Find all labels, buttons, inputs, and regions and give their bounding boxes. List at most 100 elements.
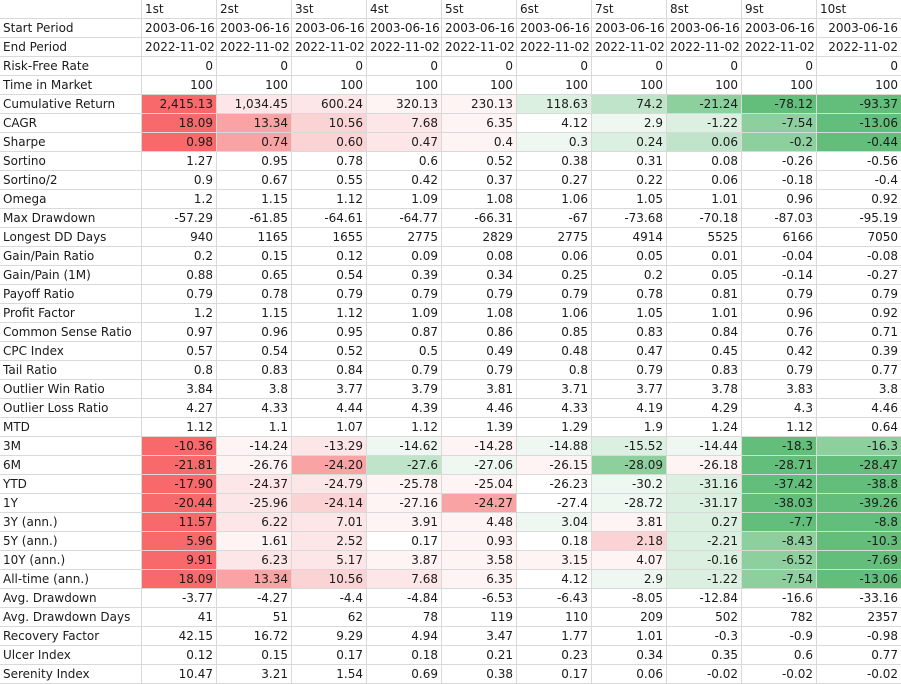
row-label-cell[interactable]: Start Period <box>0 19 142 38</box>
value-cell[interactable]: 0.79 <box>292 285 367 304</box>
value-cell[interactable]: 3.78 <box>667 380 742 399</box>
value-cell[interactable]: -0.02 <box>742 665 817 684</box>
value-cell[interactable]: 5.96 <box>142 532 217 551</box>
value-cell[interactable]: 1.12 <box>142 418 217 437</box>
value-cell[interactable]: 2003-06-16 <box>817 19 901 38</box>
value-cell[interactable]: 13.34 <box>217 570 292 589</box>
value-cell[interactable]: 3.81 <box>592 513 667 532</box>
value-cell[interactable]: -8.05 <box>592 589 667 608</box>
value-cell[interactable]: 4.12 <box>517 570 592 589</box>
value-cell[interactable]: 1.29 <box>517 418 592 437</box>
value-cell[interactable]: -28.47 <box>817 456 901 475</box>
value-cell[interactable]: 1.08 <box>442 304 517 323</box>
value-cell[interactable]: 0 <box>217 57 292 76</box>
value-cell[interactable]: 3.91 <box>367 513 442 532</box>
value-cell[interactable]: -25.04 <box>442 475 517 494</box>
value-cell[interactable]: -21.24 <box>667 95 742 114</box>
value-cell[interactable]: -95.19 <box>817 209 901 228</box>
value-cell[interactable]: 0.78 <box>217 285 292 304</box>
value-cell[interactable]: 4.12 <box>517 114 592 133</box>
value-cell[interactable]: 0.21 <box>442 646 517 665</box>
value-cell[interactable]: 0.08 <box>442 247 517 266</box>
value-cell[interactable]: 0.05 <box>667 266 742 285</box>
value-cell[interactable]: 0.12 <box>142 646 217 665</box>
value-cell[interactable]: 3.83 <box>742 380 817 399</box>
value-cell[interactable]: 0.97 <box>142 323 217 342</box>
row-label-cell[interactable]: End Period <box>0 38 142 57</box>
value-cell[interactable]: -12.84 <box>667 589 742 608</box>
value-cell[interactable]: 4.33 <box>217 399 292 418</box>
value-cell[interactable]: 0.86 <box>442 323 517 342</box>
value-cell[interactable]: 0.79 <box>517 285 592 304</box>
value-cell[interactable]: 1.39 <box>442 418 517 437</box>
value-cell[interactable]: -87.03 <box>742 209 817 228</box>
value-cell[interactable]: -26.76 <box>217 456 292 475</box>
row-label-cell[interactable]: Gain/Pain (1M) <box>0 266 142 285</box>
value-cell[interactable]: -24.14 <box>292 494 367 513</box>
value-cell[interactable]: -0.02 <box>817 665 901 684</box>
value-cell[interactable]: 78 <box>367 608 442 627</box>
value-cell[interactable]: 6.23 <box>217 551 292 570</box>
row-label-cell[interactable]: Tail Ratio <box>0 361 142 380</box>
value-cell[interactable]: 0.47 <box>592 342 667 361</box>
value-cell[interactable]: 62 <box>292 608 367 627</box>
value-cell[interactable]: 10.56 <box>292 114 367 133</box>
value-cell[interactable]: -8.43 <box>742 532 817 551</box>
row-label-cell[interactable]: CPC Index <box>0 342 142 361</box>
value-cell[interactable]: 1.15 <box>217 304 292 323</box>
value-cell[interactable]: -4.4 <box>292 589 367 608</box>
value-cell[interactable]: 100 <box>817 76 901 95</box>
value-cell[interactable]: -24.20 <box>292 456 367 475</box>
value-cell[interactable]: 0.18 <box>517 532 592 551</box>
value-cell[interactable]: -10.3 <box>817 532 901 551</box>
value-cell[interactable]: 4.27 <box>142 399 217 418</box>
value-cell[interactable]: 2022-11-02 <box>142 38 217 57</box>
value-cell[interactable]: 2022-11-02 <box>367 38 442 57</box>
value-cell[interactable]: 41 <box>142 608 217 627</box>
value-cell[interactable]: 5.17 <box>292 551 367 570</box>
value-cell[interactable]: 1.1 <box>217 418 292 437</box>
value-cell[interactable]: 2829 <box>442 228 517 247</box>
value-cell[interactable]: -66.31 <box>442 209 517 228</box>
row-label-cell[interactable]: Sharpe <box>0 133 142 152</box>
value-cell[interactable]: 0.65 <box>217 266 292 285</box>
header-cell-7st[interactable]: 7st <box>592 0 667 19</box>
value-cell[interactable]: 1.54 <box>292 665 367 684</box>
value-cell[interactable]: 2022-11-02 <box>742 38 817 57</box>
value-cell[interactable]: 230.13 <box>442 95 517 114</box>
value-cell[interactable]: -0.3 <box>667 627 742 646</box>
row-label-cell[interactable]: Serenity Index <box>0 665 142 684</box>
value-cell[interactable]: 0 <box>517 57 592 76</box>
row-label-cell[interactable]: Avg. Drawdown <box>0 589 142 608</box>
value-cell[interactable]: 3.8 <box>817 380 901 399</box>
value-cell[interactable]: -21.81 <box>142 456 217 475</box>
value-cell[interactable]: -38.03 <box>742 494 817 513</box>
value-cell[interactable]: -64.77 <box>367 209 442 228</box>
value-cell[interactable]: 1.15 <box>217 190 292 209</box>
value-cell[interactable]: -14.88 <box>517 437 592 456</box>
value-cell[interactable]: 0.34 <box>442 266 517 285</box>
value-cell[interactable]: 4.39 <box>367 399 442 418</box>
value-cell[interactable]: 3.15 <box>517 551 592 570</box>
value-cell[interactable]: -0.18 <box>742 171 817 190</box>
value-cell[interactable]: 1.07 <box>292 418 367 437</box>
value-cell[interactable]: 1.12 <box>292 304 367 323</box>
value-cell[interactable]: 0.83 <box>592 323 667 342</box>
header-cell-corner[interactable] <box>0 0 142 19</box>
value-cell[interactable]: 0 <box>142 57 217 76</box>
value-cell[interactable]: 0.42 <box>742 342 817 361</box>
value-cell[interactable]: 0.06 <box>592 665 667 684</box>
value-cell[interactable]: 0.39 <box>817 342 901 361</box>
value-cell[interactable]: 74.2 <box>592 95 667 114</box>
value-cell[interactable]: 2003-06-16 <box>592 19 667 38</box>
value-cell[interactable]: 1.27 <box>142 152 217 171</box>
value-cell[interactable]: 2.18 <box>592 532 667 551</box>
value-cell[interactable]: 3.81 <box>442 380 517 399</box>
row-label-cell[interactable]: Time in Market <box>0 76 142 95</box>
row-label-cell[interactable]: Ulcer Index <box>0 646 142 665</box>
value-cell[interactable]: -38.8 <box>817 475 901 494</box>
value-cell[interactable]: 1.01 <box>592 627 667 646</box>
value-cell[interactable]: -7.7 <box>742 513 817 532</box>
row-label-cell[interactable]: 6M <box>0 456 142 475</box>
value-cell[interactable]: 1.09 <box>367 190 442 209</box>
